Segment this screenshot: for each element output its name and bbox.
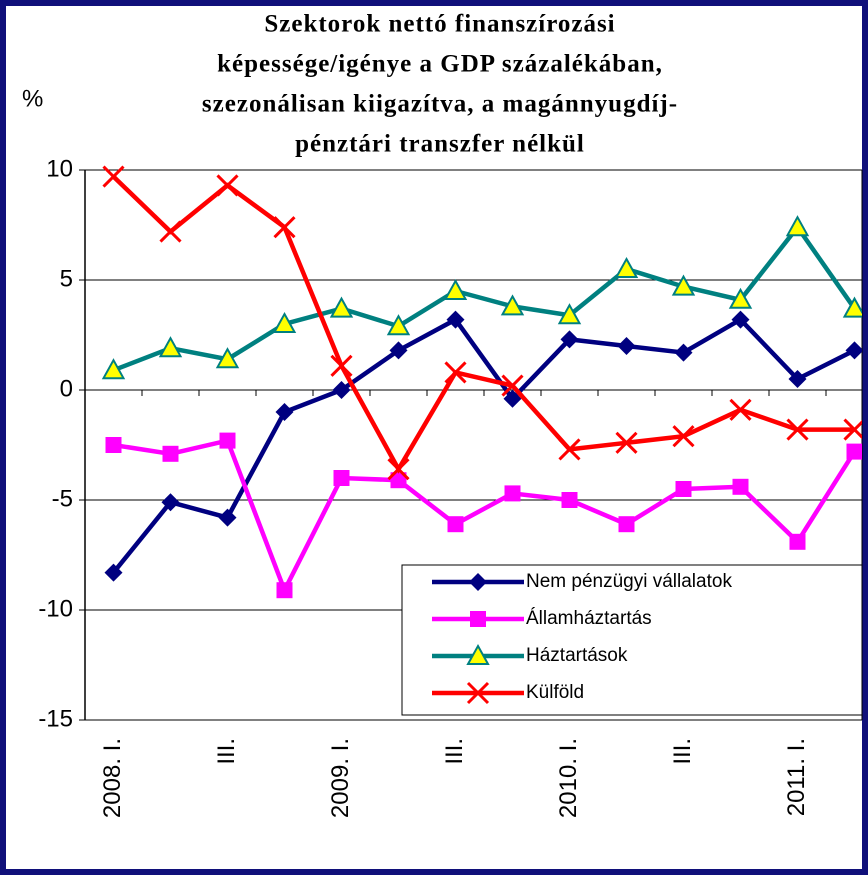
marker xyxy=(789,533,806,550)
chart-title: pénztári transzfer nélkül xyxy=(295,131,585,158)
y-tick-label: -5 xyxy=(52,485,73,512)
series-line xyxy=(112,223,857,373)
marker xyxy=(329,296,354,318)
marker xyxy=(273,216,296,239)
marker xyxy=(158,336,183,358)
legend-label: Nem pénzügyi vállalatok xyxy=(526,571,732,592)
marker xyxy=(674,343,693,362)
x-tick-label: III. xyxy=(441,738,468,765)
marker xyxy=(276,582,293,599)
marker xyxy=(729,398,752,421)
marker xyxy=(105,437,122,453)
legend-marker xyxy=(466,643,490,665)
marker xyxy=(219,432,236,449)
marker xyxy=(500,294,525,316)
y-tick-label: 10 xyxy=(46,155,73,182)
marker xyxy=(332,381,351,399)
chart-title: Szektorok nettó finanszírozási xyxy=(264,11,615,38)
marker xyxy=(443,278,468,300)
marker xyxy=(333,470,350,486)
series-line xyxy=(111,174,855,474)
marker xyxy=(561,492,578,508)
series-line xyxy=(111,316,856,575)
marker xyxy=(446,310,465,329)
y-tick-label: -15 xyxy=(38,705,73,732)
marker xyxy=(845,341,862,360)
marker xyxy=(732,478,749,495)
marker xyxy=(275,403,294,421)
chart-title: képessége/igénye a GDP százalékában, xyxy=(217,51,663,78)
marker xyxy=(785,215,810,237)
marker xyxy=(614,256,639,278)
marker xyxy=(846,443,862,460)
marker xyxy=(786,418,809,441)
marker xyxy=(503,389,522,408)
legend-marker xyxy=(470,611,486,627)
marker xyxy=(675,481,692,497)
marker xyxy=(843,418,862,441)
x-tick-label: 2010. I. xyxy=(555,738,582,818)
marker xyxy=(842,296,862,318)
marker xyxy=(215,347,240,369)
marker xyxy=(728,287,753,309)
plot xyxy=(101,165,862,599)
marker xyxy=(558,438,581,461)
marker xyxy=(218,508,237,527)
marker xyxy=(557,303,582,325)
marker xyxy=(162,445,179,462)
x-tick-label: 2011. I. xyxy=(783,738,810,816)
marker xyxy=(731,310,750,329)
marker xyxy=(788,370,807,388)
marker xyxy=(390,472,407,489)
marker xyxy=(272,311,297,333)
marker xyxy=(102,165,125,188)
legend-label: Államháztartás xyxy=(526,608,652,629)
marker xyxy=(447,516,464,533)
marker xyxy=(104,563,123,582)
marker xyxy=(330,354,353,377)
marker xyxy=(672,425,695,448)
y-axis-label: % xyxy=(22,85,43,112)
marker xyxy=(387,458,410,481)
marker xyxy=(159,220,182,243)
y-tick-label: 5 xyxy=(60,265,73,292)
marker xyxy=(615,431,638,454)
marker xyxy=(671,274,696,296)
x-tick-label: 2008. I. xyxy=(99,738,126,818)
legend-marker xyxy=(466,681,490,705)
marker xyxy=(216,174,239,197)
legend-label: Külföld xyxy=(526,682,584,703)
x-tick-label: 2009. I. xyxy=(327,738,354,818)
x-tick-label: III. xyxy=(669,738,696,765)
y-tick-label: 0 xyxy=(60,375,73,402)
marker xyxy=(386,314,411,336)
marker xyxy=(444,361,467,384)
x-tick-label: III. xyxy=(213,738,240,765)
series-line xyxy=(113,437,857,596)
chart-background xyxy=(6,6,862,869)
marker xyxy=(618,516,635,533)
chart-title: szezonálisan kiigazítva, a magánnyugdíj- xyxy=(202,91,678,118)
marker xyxy=(501,374,524,397)
legend-marker xyxy=(469,573,487,591)
marker xyxy=(617,337,636,355)
marker xyxy=(560,330,579,349)
y-tick-label: -10 xyxy=(38,595,73,622)
marker xyxy=(161,493,180,512)
legend-label: Háztartások xyxy=(526,645,628,666)
marker xyxy=(504,485,521,502)
marker xyxy=(389,341,408,360)
marker xyxy=(101,358,126,380)
